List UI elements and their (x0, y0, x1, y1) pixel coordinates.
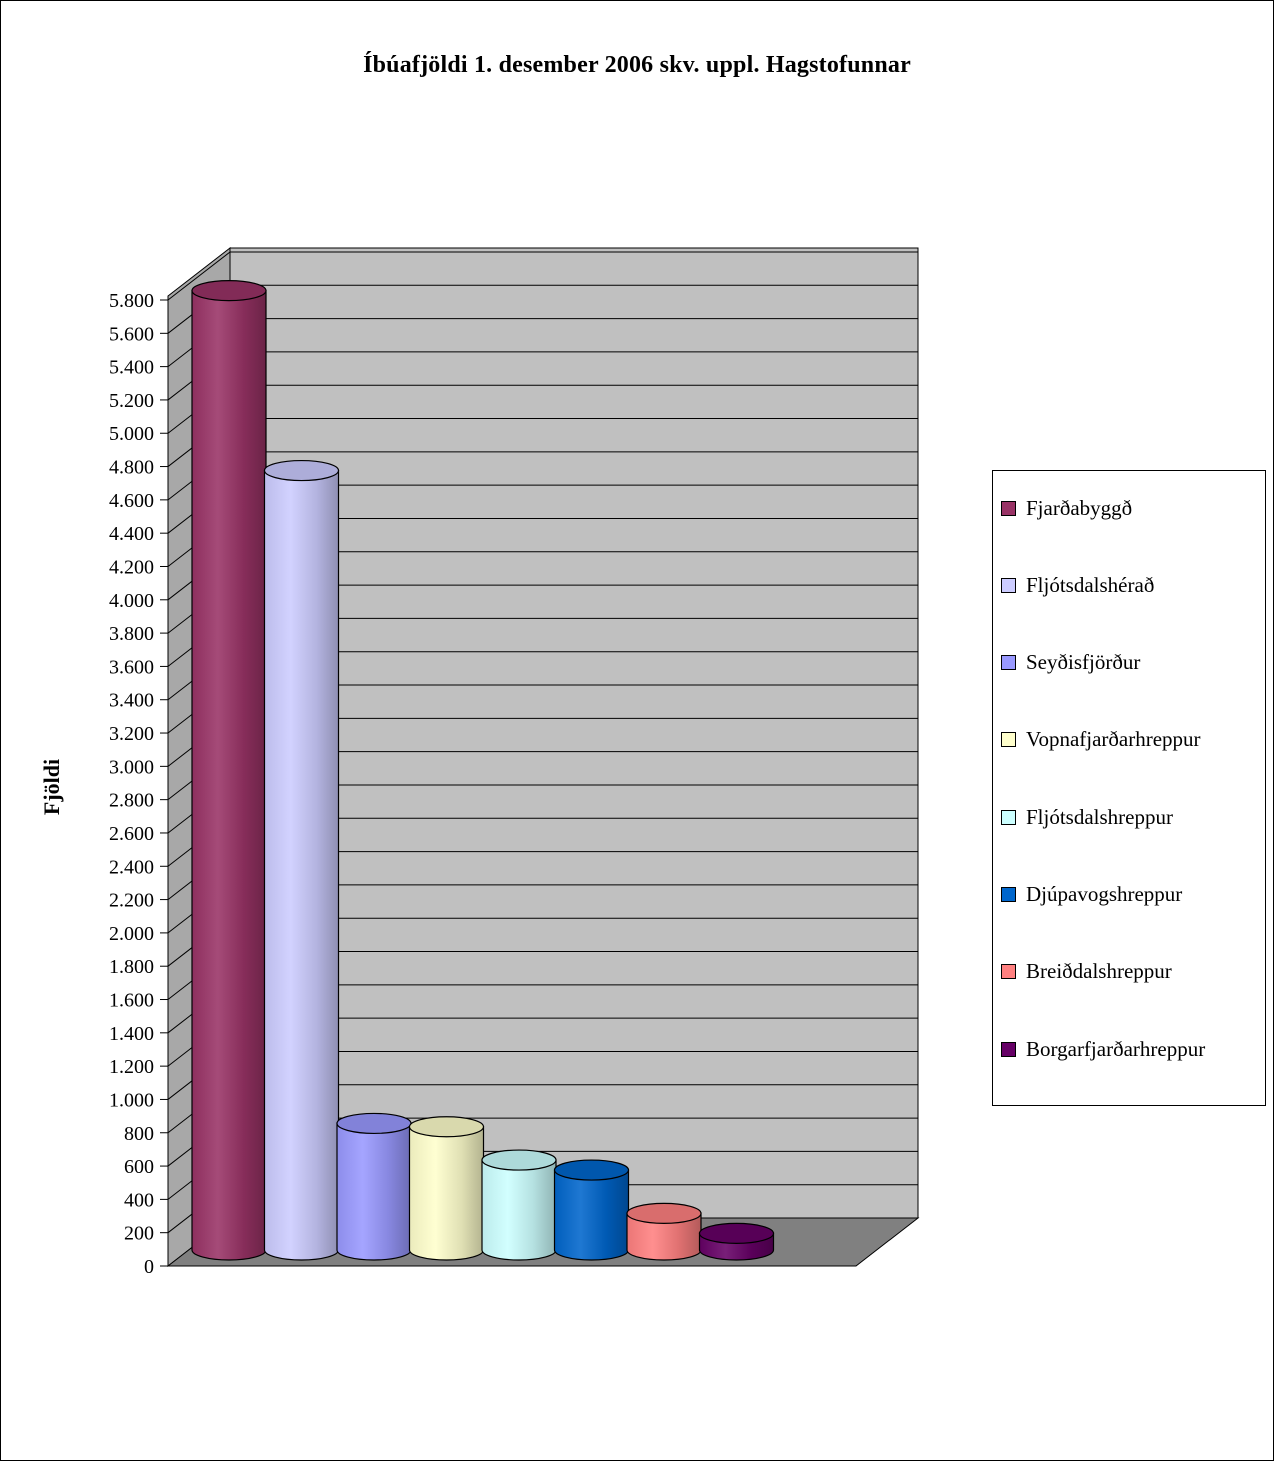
y-tick-label: 5.000 (109, 423, 154, 445)
bar (263, 469, 340, 1261)
bar-top (626, 1202, 702, 1224)
legend-item: Fljótsdalshérað (1001, 570, 1154, 600)
legend-item: Vopnafjarðarhreppur (1001, 725, 1201, 755)
y-tick-label: 400 (124, 1189, 154, 1211)
bar-top (698, 1222, 775, 1244)
y-axis-title: Fjöldi (39, 758, 64, 816)
legend-item: Breiðdalshreppur (1001, 957, 1172, 987)
y-tick-label: 200 (124, 1223, 154, 1245)
legend-label: Fjarðabyggð (1026, 495, 1133, 520)
legend-swatch (1001, 809, 1016, 825)
y-tick-label: 5.200 (109, 390, 154, 412)
y-tick-label: 1.600 (109, 990, 154, 1012)
legend-label: Seyðisfjörður (1026, 650, 1141, 675)
legend-swatch (1001, 732, 1016, 748)
legend-item: Borgarfjarðarhreppur (1001, 1034, 1205, 1064)
bar-top (481, 1149, 557, 1171)
bar (481, 1159, 557, 1261)
chart-title: Íbúafjöldi 1. desember 2006 skv. uppl. H… (363, 52, 911, 78)
y-tick-label: 2.800 (109, 790, 154, 812)
y-tick-label: 3.200 (109, 723, 154, 745)
bar-top (408, 1116, 485, 1138)
legend-label: Fljótsdalshreppur (1026, 804, 1173, 829)
bar (408, 1126, 485, 1261)
bar-top (263, 459, 340, 482)
y-tick-label: 4.000 (109, 590, 154, 612)
y-tick-label: 600 (124, 1156, 154, 1178)
legend-swatch (1001, 655, 1016, 671)
legend: Fjarðabyggð Fljótsdalshérað Seyðisfjörður V… (992, 470, 1266, 1106)
y-tick-label: 1.400 (109, 1023, 154, 1045)
y-tick-label: 3.800 (109, 623, 154, 645)
y-tick-label: 4.800 (109, 457, 154, 479)
bar (191, 290, 267, 1261)
legend-swatch (1001, 500, 1016, 516)
bar-top (191, 280, 267, 302)
y-tick-label: 0 (144, 1256, 154, 1278)
legend-label: Vopnafjarðarhreppur (1026, 727, 1201, 752)
y-tick-label: 1.200 (109, 1056, 154, 1078)
bar (336, 1122, 412, 1261)
legend-label: Borgarfjarðarhreppur (1026, 1036, 1206, 1061)
bar (553, 1169, 630, 1261)
y-tick-label: 4.600 (109, 490, 154, 512)
y-tick-label: 2.200 (109, 890, 154, 912)
y-tick-label: 5.800 (109, 290, 154, 312)
y-tick-label: 1.800 (109, 956, 154, 978)
bar-top (553, 1159, 630, 1181)
y-tick-label: 2.000 (109, 923, 154, 945)
y-tick-label: 3.000 (109, 756, 154, 778)
y-tick-label: 3.400 (109, 690, 154, 712)
legend-label: Djúpavogshreppur (1026, 882, 1183, 906)
gridline-side (167, 251, 231, 301)
y-tick-label: 5.400 (109, 357, 154, 379)
legend-label: Fljótsdalshérað (1026, 572, 1155, 597)
y-tick-label: 2.400 (109, 856, 154, 878)
legend-swatch (1001, 1041, 1016, 1057)
legend-label: Breiðdalshreppur (1026, 959, 1172, 984)
legend-swatch (1001, 964, 1016, 980)
y-tick-label: 3.600 (109, 656, 154, 678)
legend-swatch (1001, 577, 1016, 593)
legend-item: Djúpavogshreppur (1001, 880, 1182, 910)
y-tick-label: 4.400 (109, 523, 154, 545)
legend-item: Fljótsdalshreppur (1001, 802, 1173, 832)
y-tick-label: 5.600 (109, 323, 154, 345)
y-tick-label: 4.200 (109, 556, 154, 578)
y-tick-label: 800 (124, 1123, 154, 1145)
legend-item: Fjarðabyggð (1001, 493, 1132, 523)
y-tick-label: 2.600 (109, 823, 154, 845)
legend-swatch (1001, 887, 1016, 902)
bar-top (336, 1112, 412, 1135)
y-tick-label: 1.000 (109, 1089, 154, 1111)
legend-item: Seyðisfjörður (1001, 648, 1140, 678)
